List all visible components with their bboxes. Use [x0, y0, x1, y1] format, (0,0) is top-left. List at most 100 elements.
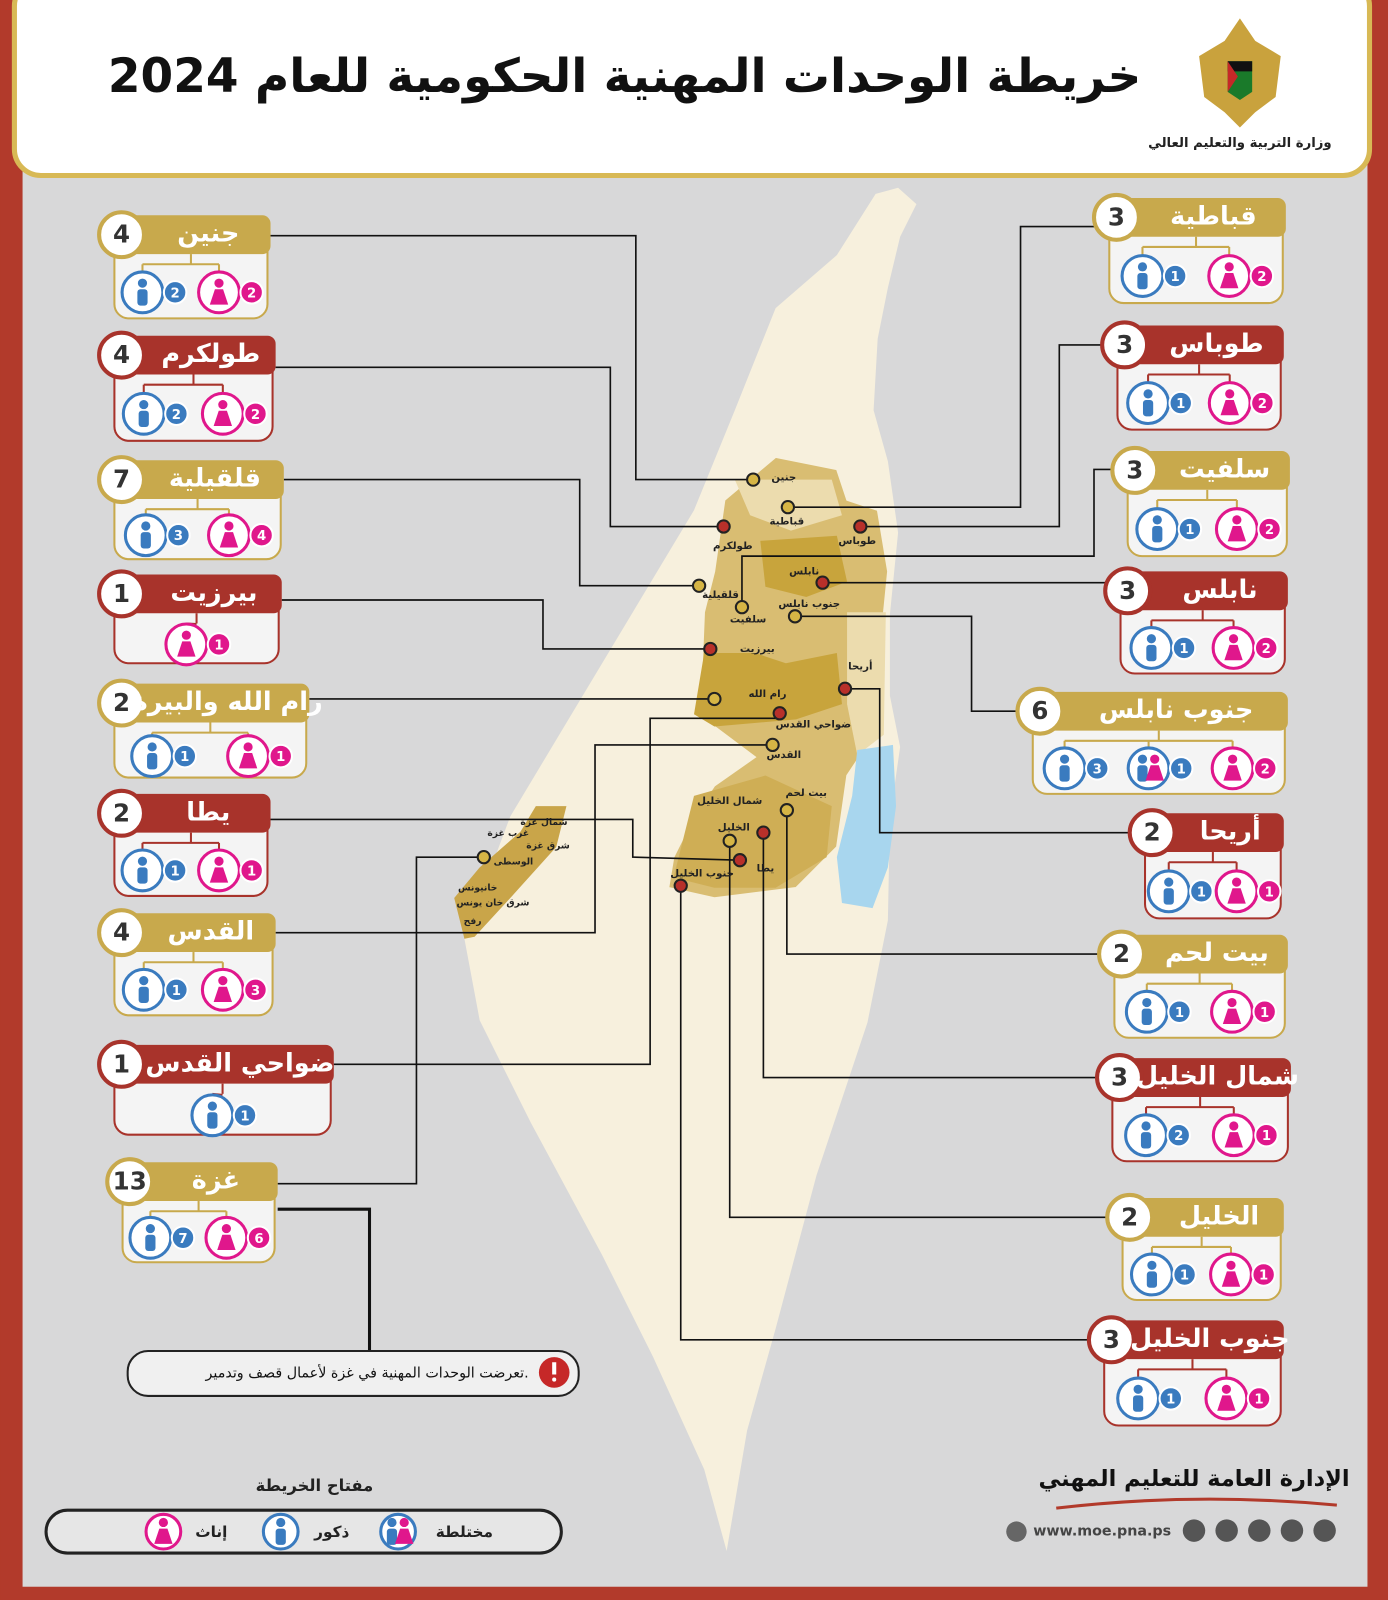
- icon-body: [1227, 888, 1246, 904]
- map-marker: [779, 803, 794, 818]
- district-total: 4: [113, 918, 130, 947]
- male-count: 1: [1176, 397, 1185, 412]
- total-badge: [1097, 929, 1147, 979]
- legend-mixed: مختلطة: [436, 1523, 493, 1541]
- icon-body: [1059, 765, 1070, 782]
- map-label: الخليل: [718, 823, 750, 834]
- count-badge: [246, 1225, 272, 1250]
- icon-ring: [1126, 746, 1171, 791]
- district-name: قباطية: [1170, 201, 1257, 231]
- icon-body: [1145, 765, 1164, 781]
- female-count: 1: [1260, 1006, 1269, 1021]
- district-card: 3 طوباس 1 2: [1100, 320, 1284, 431]
- male-count: 7: [178, 1232, 187, 1247]
- district-card: 13 غزة 7 6: [105, 1157, 278, 1264]
- icon-head: [218, 976, 228, 986]
- count-badge: [1172, 1262, 1197, 1287]
- count-badge: [1249, 263, 1275, 289]
- male-icon: [261, 1512, 300, 1551]
- count-badge: [1084, 756, 1110, 781]
- count-badge: [1158, 1386, 1184, 1411]
- dead-sea: [836, 744, 897, 909]
- district-total: 1: [113, 579, 130, 608]
- emblem-triangle: [1227, 61, 1238, 92]
- icon-body: [1146, 1271, 1158, 1288]
- count-badge: [1177, 516, 1203, 542]
- card-bar: [1132, 451, 1290, 490]
- connector: [270, 818, 740, 862]
- district-name: ضواحي القدس: [145, 1048, 334, 1078]
- region-shade: [847, 612, 886, 756]
- female-count: 3: [251, 984, 260, 999]
- icon-head: [139, 400, 149, 410]
- male-count: 1: [172, 984, 181, 999]
- count-badge: [206, 632, 232, 657]
- icon-body: [1220, 272, 1239, 289]
- female-count: 6: [254, 1232, 263, 1247]
- mixed-count: 1: [1177, 762, 1186, 777]
- female-icon: [1210, 746, 1255, 791]
- icon-head: [243, 742, 253, 752]
- icon-body: [1221, 1271, 1241, 1287]
- count-badge: [170, 1225, 196, 1250]
- count-badge: [162, 280, 188, 305]
- icon-head: [1164, 877, 1174, 887]
- map-markers: جنين طولكرم قلقيلية بيرزيت رام الله يطا القدس ض…: [457, 472, 876, 927]
- social-icon[interactable]: [1215, 1519, 1238, 1542]
- map-label: طوباس: [838, 536, 876, 547]
- connector: [860, 344, 1103, 528]
- map-label: جنوب نابلس: [778, 599, 840, 610]
- female-count: 1: [1265, 885, 1274, 900]
- female-icon: [1204, 1376, 1249, 1421]
- count-badge: [239, 280, 264, 305]
- icon-head: [1224, 262, 1234, 272]
- map-marker: [722, 833, 737, 848]
- social-icon[interactable]: [1313, 1519, 1336, 1542]
- district-total: 7: [113, 465, 130, 494]
- district-name: يطا: [186, 797, 230, 827]
- icon-body: [138, 986, 149, 1004]
- emblem: [1199, 18, 1281, 128]
- male-count: 3: [1093, 762, 1102, 777]
- connector: [786, 810, 1100, 955]
- icon-head: [1225, 389, 1235, 399]
- note: تعرضت الوحدات المهنية في غزة لأعمال قصف …: [205, 1363, 529, 1381]
- count-badge: [243, 977, 268, 1003]
- male-icon: [1120, 254, 1165, 298]
- male-count: 2: [1174, 1129, 1183, 1144]
- count-badge: [1162, 263, 1188, 289]
- icon-head: [1137, 754, 1148, 764]
- district-name: أريحا: [1200, 814, 1261, 847]
- male-icon: [1126, 381, 1171, 425]
- icon-head: [1147, 1260, 1157, 1270]
- female-icon: [204, 1215, 249, 1260]
- icon-body: [1223, 765, 1242, 781]
- female-icon: [226, 734, 271, 779]
- female-count: 2: [1261, 762, 1270, 777]
- gaza-label: شرق خان يونس: [457, 898, 530, 909]
- district-total: 3: [1119, 576, 1136, 605]
- icon-head: [214, 278, 224, 288]
- connector: [281, 599, 711, 650]
- connector: [283, 478, 700, 587]
- mixed-icon: [1126, 746, 1171, 791]
- icon-body: [1224, 1132, 1243, 1148]
- district-card: 2 الخليل 1 1: [1105, 1192, 1284, 1302]
- icon-head: [1226, 1260, 1236, 1270]
- icon-head: [1059, 754, 1070, 764]
- count-badge: [232, 1103, 258, 1128]
- social-icon[interactable]: [1182, 1519, 1206, 1542]
- map-marker: [691, 578, 707, 593]
- count-badge: [249, 522, 274, 548]
- male-count: 1: [1197, 885, 1206, 900]
- female-icon: [1207, 254, 1252, 298]
- card-bar: [127, 1162, 278, 1202]
- female-icon: [164, 622, 209, 667]
- social-icon[interactable]: [1248, 1519, 1271, 1542]
- map-label: سلفيت: [730, 614, 766, 625]
- female-count: 1: [1262, 1129, 1271, 1144]
- card-bar: [1127, 1197, 1284, 1237]
- female-count: 2: [251, 408, 260, 423]
- social-icon[interactable]: [1280, 1519, 1304, 1542]
- district-name: بيرزيت: [170, 578, 257, 608]
